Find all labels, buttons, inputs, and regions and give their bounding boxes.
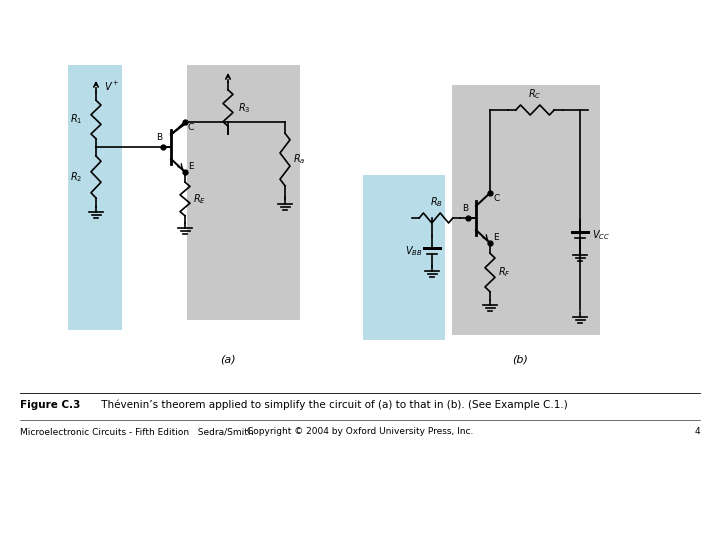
Text: $R_2$: $R_2$ (70, 170, 82, 184)
Bar (187, 65, 300, 320)
Bar (68, 65, 122, 330)
Text: E: E (188, 162, 194, 171)
Text: Figure C.3: Figure C.3 (20, 400, 81, 410)
Text: B: B (156, 133, 162, 142)
Text: Microelectronic Circuits - Fifth Edition   Sedra/Smith: Microelectronic Circuits - Fifth Edition… (20, 428, 253, 436)
Text: C: C (493, 194, 499, 203)
Text: $R_E$: $R_E$ (193, 192, 206, 206)
Text: E: E (493, 233, 499, 242)
Text: B: B (462, 204, 468, 213)
Text: $R_B$: $R_B$ (430, 195, 443, 209)
Text: Thévenin’s theorem applied to simplify the circuit of (a) to that in (b). (See E: Thévenin’s theorem applied to simplify t… (96, 400, 568, 410)
Bar (452, 85, 600, 335)
Text: (a): (a) (220, 355, 236, 365)
Bar (363, 175, 445, 340)
Text: 4: 4 (694, 428, 700, 436)
Text: $V^+$: $V^+$ (104, 79, 120, 92)
Text: (b): (b) (512, 355, 528, 365)
Text: C: C (188, 123, 194, 132)
Text: $R_a$: $R_a$ (293, 153, 305, 166)
Text: $V_{CC}$: $V_{CC}$ (592, 228, 610, 242)
Text: $R_3$: $R_3$ (238, 101, 251, 115)
Text: Copyright © 2004 by Oxford University Press, Inc.: Copyright © 2004 by Oxford University Pr… (247, 428, 473, 436)
Text: $R_1$: $R_1$ (70, 113, 82, 126)
Text: $V_{BB}$: $V_{BB}$ (405, 244, 423, 258)
Text: $R_F$: $R_F$ (498, 266, 510, 279)
Text: $R_C$: $R_C$ (528, 87, 541, 101)
